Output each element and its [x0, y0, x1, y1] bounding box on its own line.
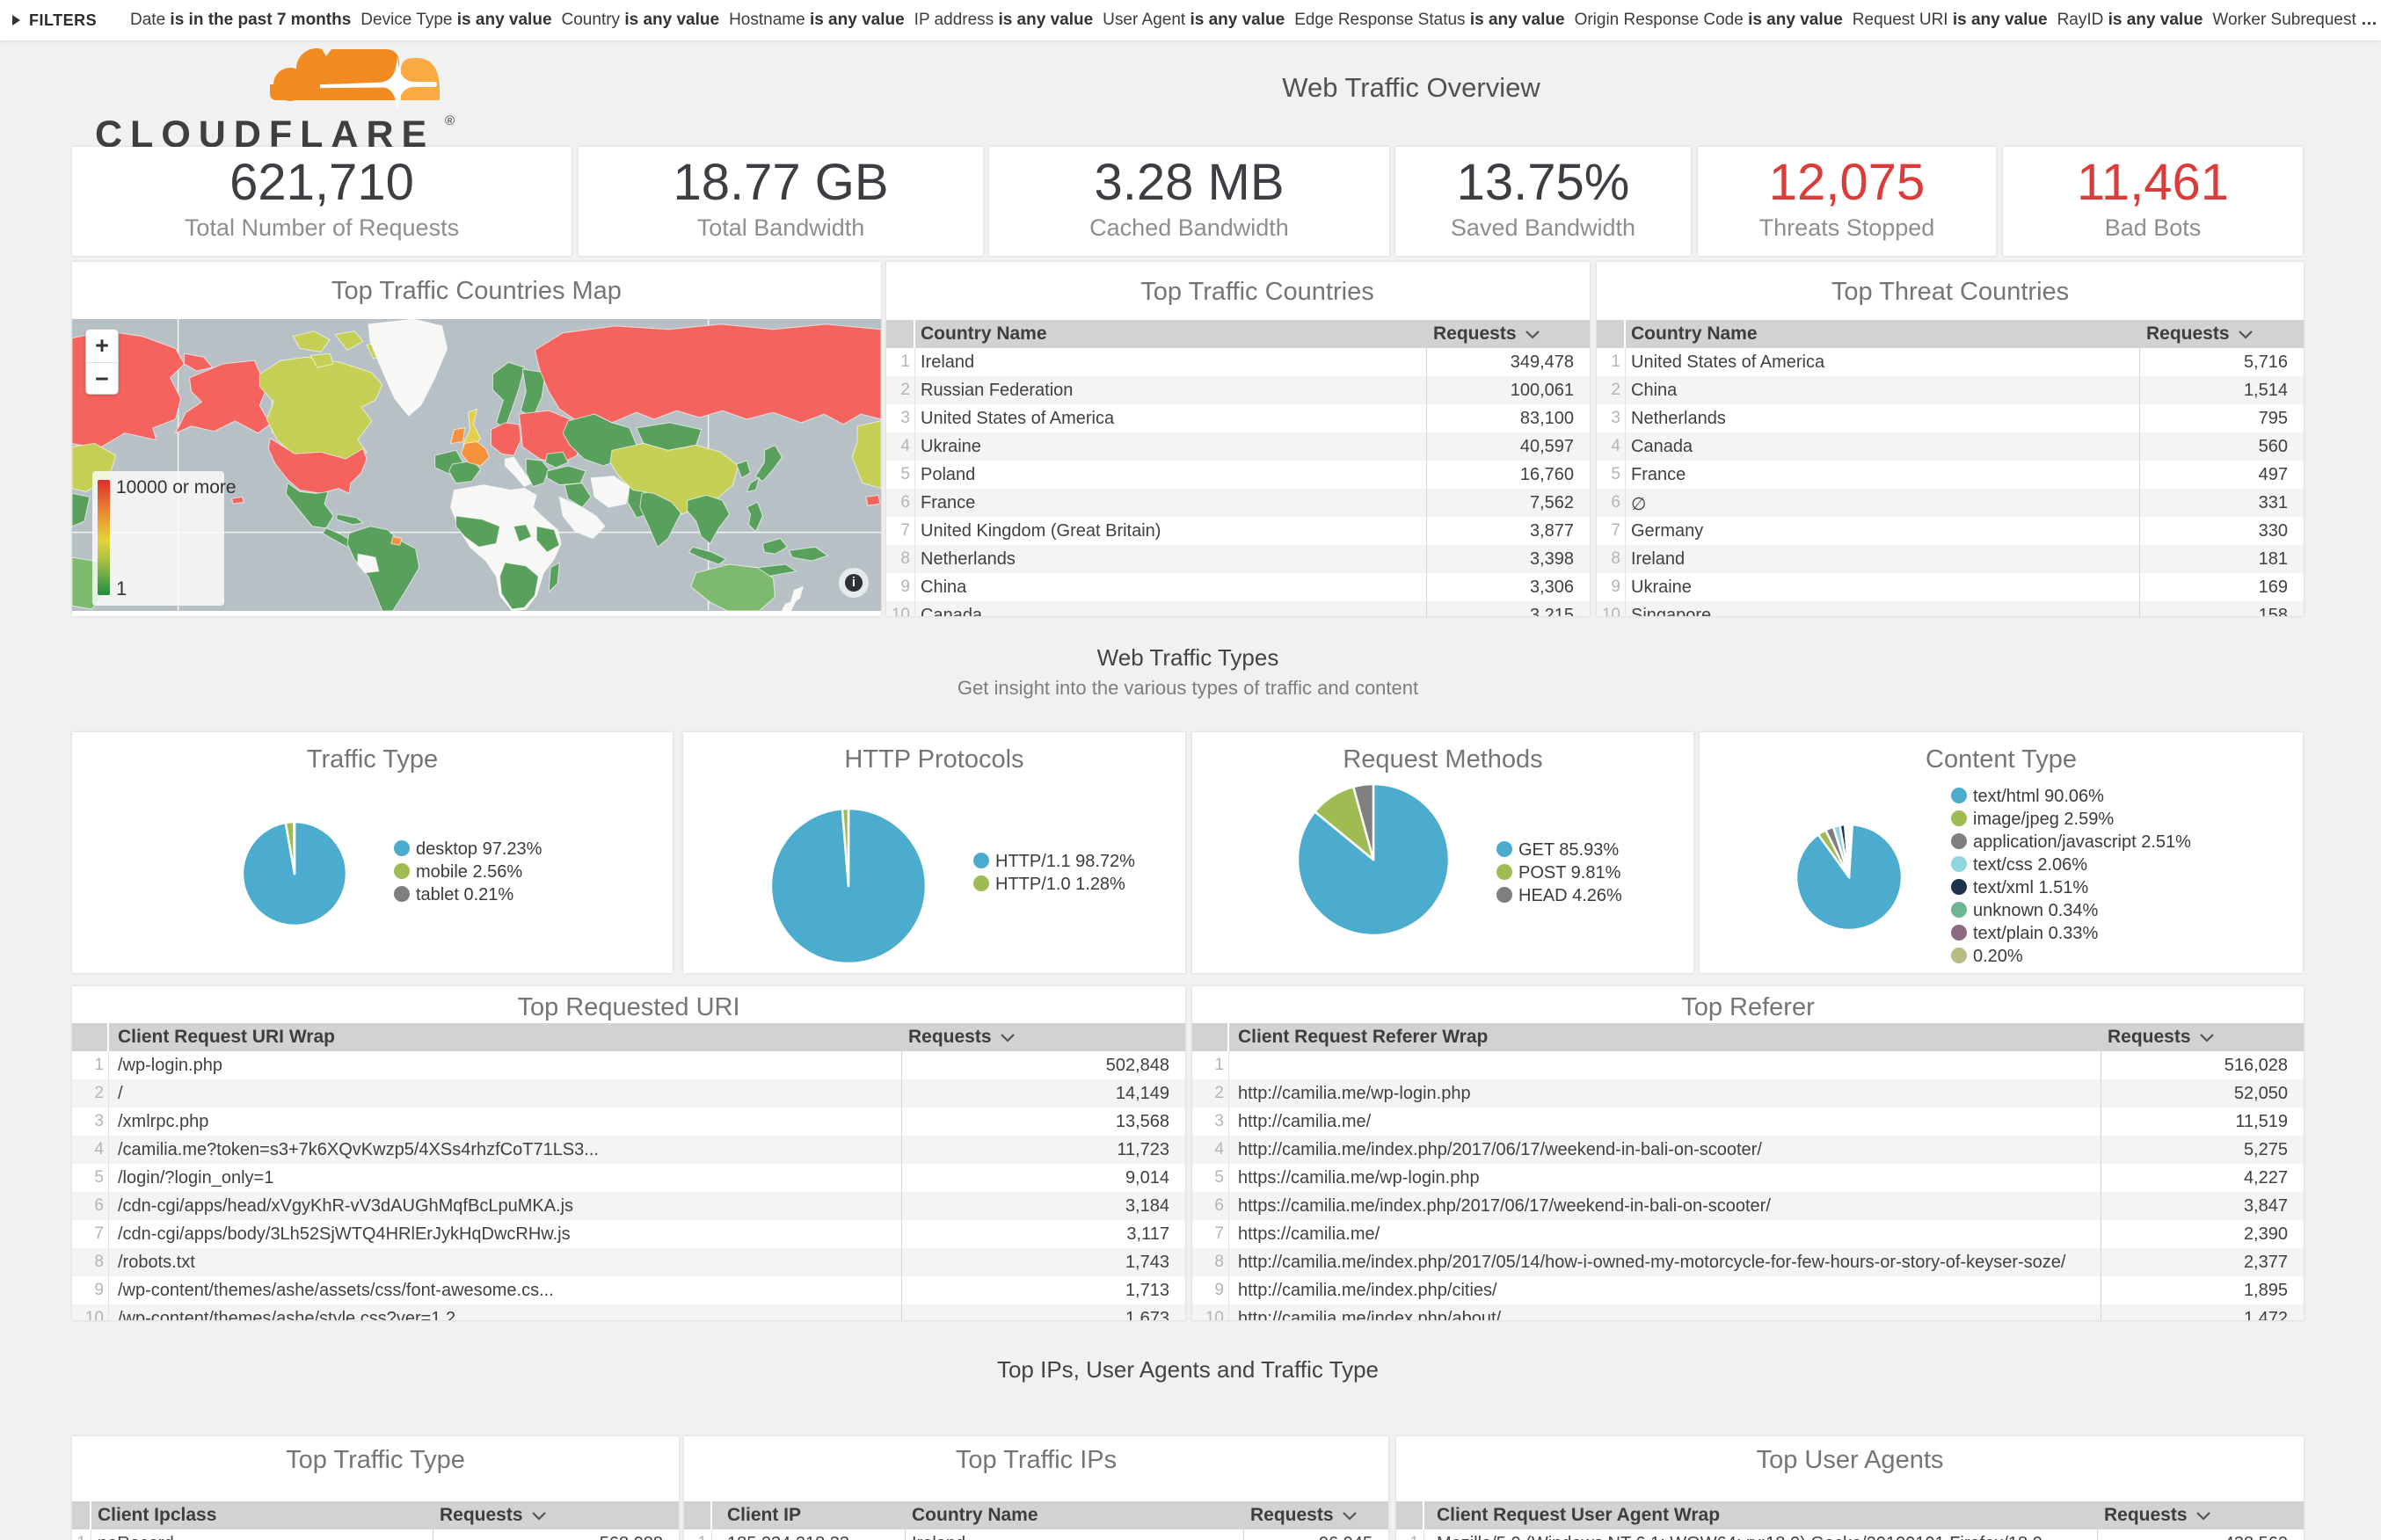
svg-text:®: ® [445, 113, 455, 128]
svg-text:CLOUDFLARE: CLOUDFLARE [95, 113, 434, 151]
